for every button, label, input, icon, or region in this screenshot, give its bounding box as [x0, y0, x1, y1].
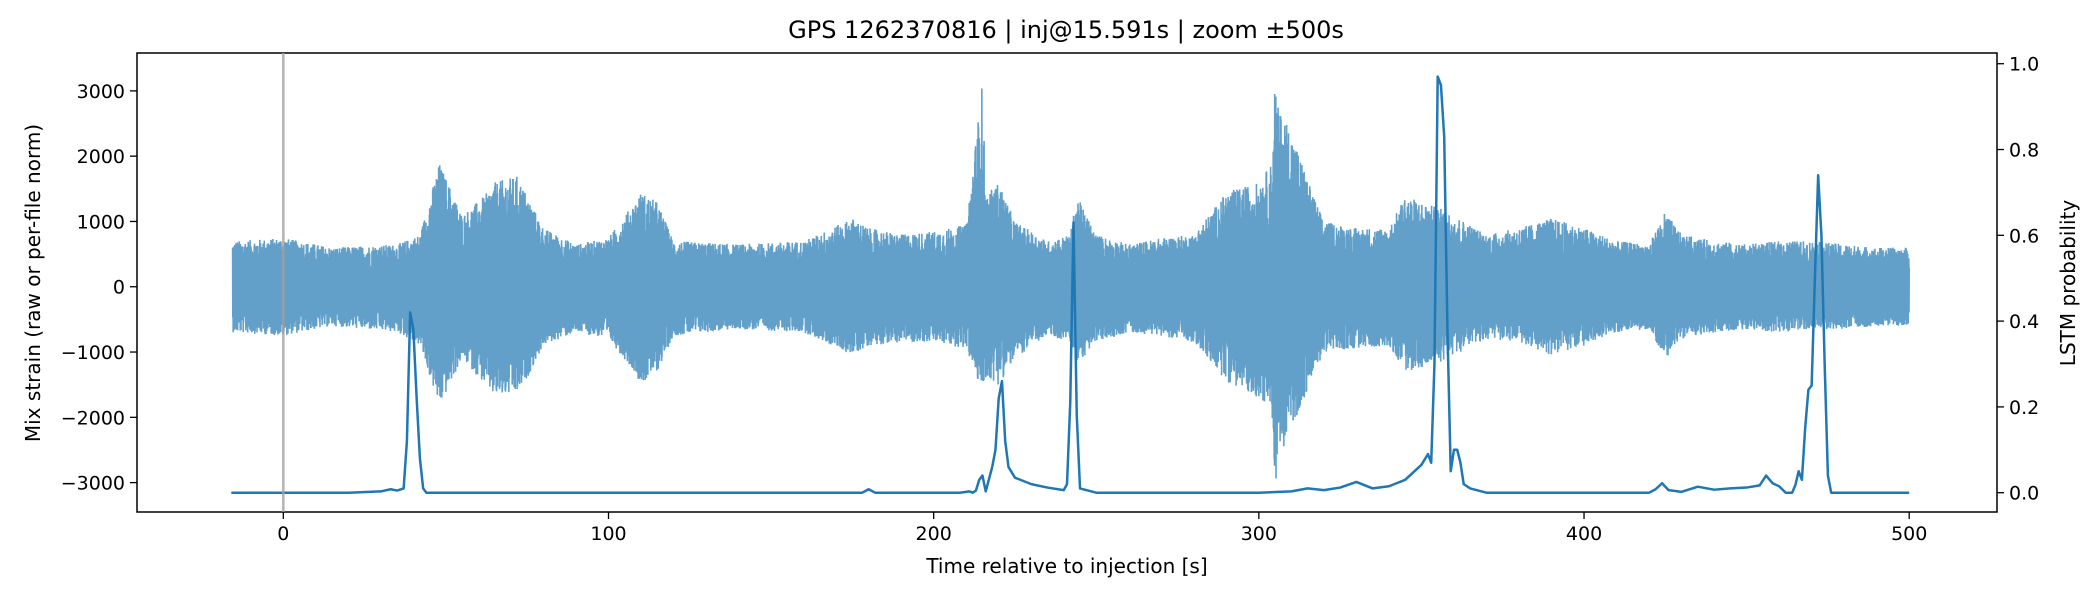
axes-layer: 0 100 200 300 400 500 3000 2000 1000 0 −1000 −2000 −…: [61, 54, 2040, 545]
x-tick-label: 500: [1891, 523, 1927, 545]
y-right-tick-label: 1.0: [2009, 54, 2039, 76]
marks-layer: [231, 53, 1910, 512]
x-tick-label: 400: [1566, 523, 1602, 545]
y-right-tick-label: 0.4: [2009, 311, 2039, 333]
y-left-tick-label: −2000: [61, 407, 125, 429]
y-axis-right-label: LSTM probability: [2056, 200, 2080, 367]
y-left-tick-label: 1000: [77, 211, 125, 233]
y-left-tick-label: 0: [113, 277, 125, 299]
strain-series-line: [231, 88, 1910, 479]
y-right-tick-label: 0.6: [2009, 225, 2039, 247]
y-left-tick-label: 3000: [77, 81, 125, 103]
lstm-probability-line: [231, 75, 1910, 494]
y-right-tick-label: 0.8: [2009, 140, 2039, 162]
x-tick-label: 200: [916, 523, 952, 545]
y-left-tick-label: 2000: [77, 146, 125, 168]
x-axis-label: Time relative to injection [s]: [925, 554, 1207, 578]
y-right-tick-label: 0.0: [2009, 483, 2039, 505]
x-tick-label: 0: [277, 523, 289, 545]
y-right-tick-label: 0.2: [2009, 397, 2039, 419]
x-tick-label: 300: [1241, 523, 1277, 545]
plot-area-frame: [136, 52, 1998, 513]
y-left-tick-label: −1000: [61, 342, 125, 364]
y-left-tick-label: −3000: [61, 473, 125, 495]
y-axis-left-label: Mix strain (raw or per-file norm): [21, 124, 45, 442]
chart-title: GPS 1262370816 | inj@15.591s | zoom ±500…: [788, 16, 1344, 44]
x-tick-label: 100: [590, 523, 626, 545]
